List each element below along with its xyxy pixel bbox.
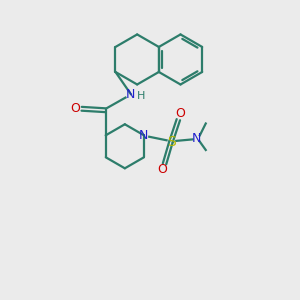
Text: N: N: [139, 129, 148, 142]
Text: O: O: [70, 102, 80, 115]
Text: S: S: [167, 135, 176, 149]
Text: N: N: [126, 88, 136, 100]
Text: O: O: [158, 163, 167, 176]
Text: N: N: [192, 132, 202, 145]
Text: H: H: [137, 91, 145, 101]
Text: O: O: [176, 107, 185, 120]
